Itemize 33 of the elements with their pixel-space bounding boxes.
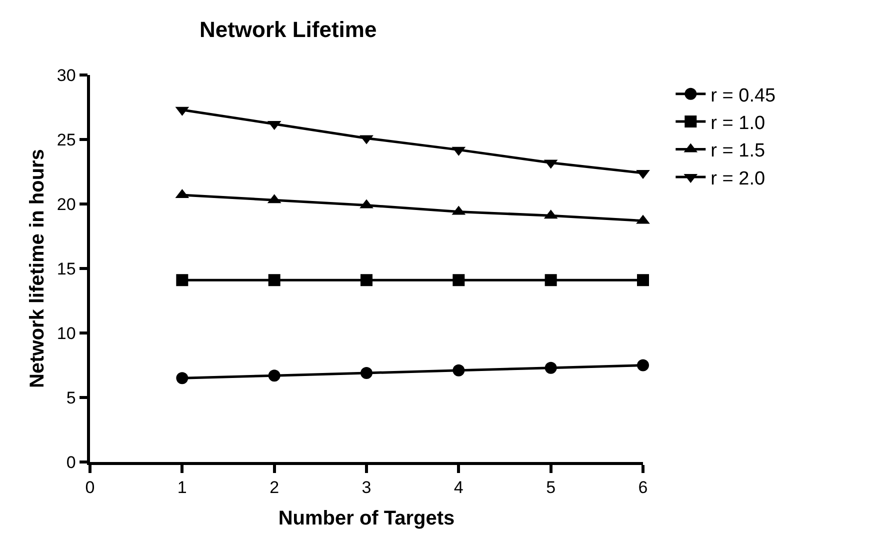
x-tick-label: 0: [85, 478, 95, 498]
point: [637, 274, 649, 286]
y-tick-label: 20: [56, 194, 76, 214]
y-tick-label: 0: [66, 452, 76, 472]
point: [176, 372, 188, 384]
point: [637, 359, 649, 372]
legend-label: r = 1.0: [710, 112, 766, 134]
y-tick-label: 30: [56, 66, 76, 85]
x-tick-label: 1: [177, 478, 187, 498]
legend-label: r = 2.0: [710, 168, 766, 190]
x-tick-label: 2: [270, 478, 280, 498]
chart-title: Network Lifetime: [199, 17, 377, 42]
point: [544, 362, 557, 374]
x-tick-label: 6: [638, 478, 648, 498]
y-tick-label: 5: [66, 388, 76, 408]
point: [544, 274, 557, 286]
point: [268, 274, 280, 286]
y-tick-label: 15: [56, 259, 76, 278]
point: [176, 274, 188, 286]
point: [268, 370, 280, 382]
point: [452, 274, 465, 286]
legend-label: r = 0.45: [710, 85, 776, 106]
point: [452, 364, 465, 376]
point: [360, 274, 372, 286]
x-tick-label: 4: [454, 478, 464, 498]
y-tick-label: 10: [56, 324, 76, 343]
point: [360, 366, 372, 379]
y-axis-title: Network lifetime in hours: [26, 149, 48, 388]
x-tick-label: 3: [362, 478, 372, 498]
y-tick-label: 25: [56, 130, 76, 150]
x-tick-label: 5: [546, 478, 556, 498]
legend-label: r = 1.5: [710, 140, 766, 162]
x-axis-title: Number of Targets: [278, 508, 455, 530]
